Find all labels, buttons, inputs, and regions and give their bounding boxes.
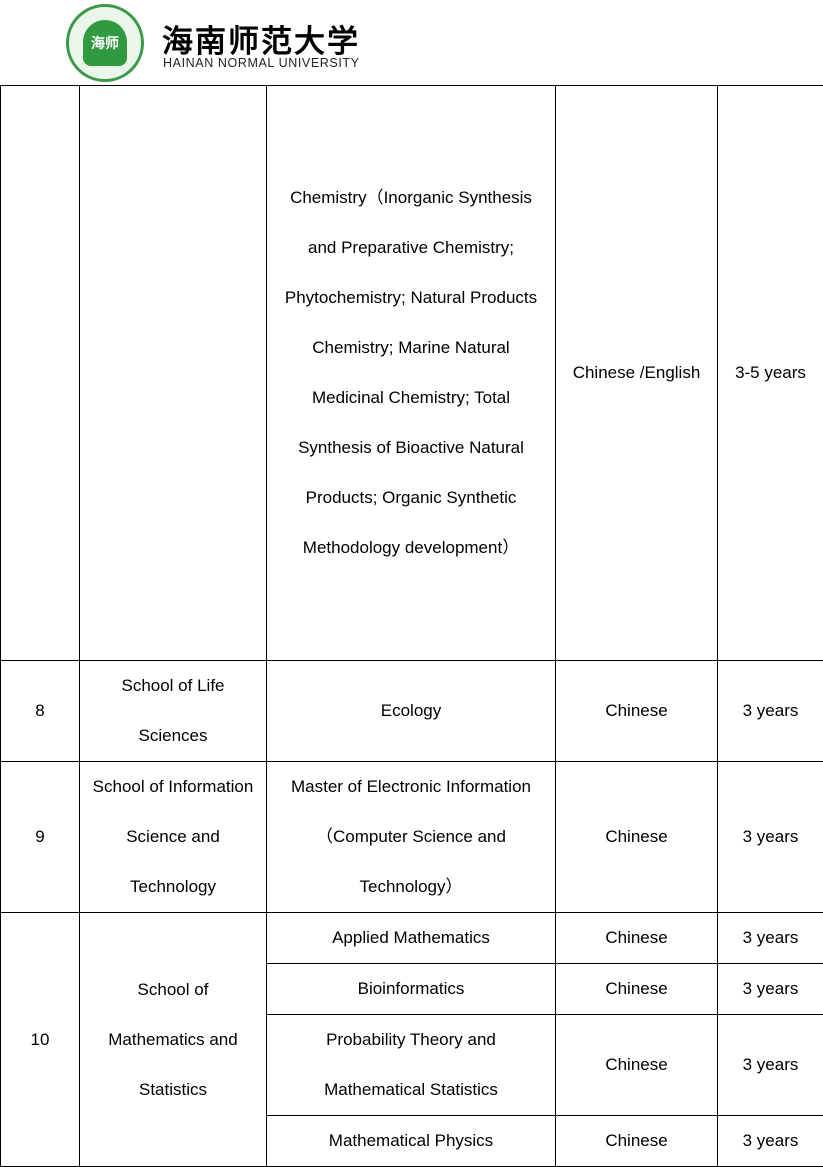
row-number: 10 — [0, 912, 80, 1167]
program-name: Bioinformatics — [266, 963, 556, 1015]
program-name: Applied Mathematics — [266, 912, 556, 964]
university-seal-logo: 海师 — [66, 4, 144, 82]
language: Chinese /English — [555, 85, 718, 661]
page-header: 海师 海南师范大学 HAINAN NORMAL UNIVERSITY — [0, 0, 823, 86]
language: Chinese — [555, 963, 718, 1015]
logo-chinese-name: 海南师范大学 — [162, 24, 360, 60]
duration: 3 years — [717, 1014, 823, 1116]
duration: 3 years — [717, 1115, 823, 1167]
table-row: 9 School of Information Science and Tech… — [0, 761, 823, 913]
school-name: School of Information Science and Techno… — [79, 761, 267, 913]
program-name: Probability Theory and Mathematical Stat… — [266, 1014, 556, 1116]
table-row: Mathematical Physics Chinese 3 years — [1, 1115, 823, 1167]
row-number: 8 — [0, 660, 80, 762]
school-name: School of Life Sciences — [79, 660, 267, 762]
programs-table: Chemistry（Inorganic Synthesis and Prepar… — [0, 85, 823, 1167]
language: Chinese — [555, 761, 718, 913]
logo-english-name: HAINAN NORMAL UNIVERSITY — [163, 56, 360, 70]
language: Chinese — [555, 912, 718, 964]
duration: 3 years — [717, 761, 823, 913]
language: Chinese — [555, 1115, 718, 1167]
duration: 3 years — [717, 963, 823, 1015]
seal-emblem: 海师 — [83, 20, 127, 66]
duration: 3 years — [717, 660, 823, 762]
school-name — [79, 85, 267, 661]
duration: 3-5 years — [717, 85, 823, 661]
row-number — [0, 85, 80, 661]
program-name: Mathematical Physics — [266, 1115, 556, 1167]
language: Chinese — [555, 1014, 718, 1116]
table-row: 8 School of Life Sciences Ecology Chines… — [0, 660, 823, 762]
duration: 3 years — [717, 912, 823, 964]
school-name: School of Mathematics and Statistics — [79, 912, 267, 1167]
program-name: Chemistry（Inorganic Synthesis and Prepar… — [266, 85, 556, 661]
table-row: Probability Theory and Mathematical Stat… — [1, 1014, 823, 1116]
language: Chinese — [555, 660, 718, 762]
program-name: Master of Electronic Information（Compute… — [266, 761, 556, 913]
table-row: 10 School of Mathematics and Statistics … — [0, 912, 823, 1167]
program-name: Ecology — [266, 660, 556, 762]
row-number: 9 — [0, 761, 80, 913]
table-row: Chemistry（Inorganic Synthesis and Prepar… — [0, 85, 823, 661]
